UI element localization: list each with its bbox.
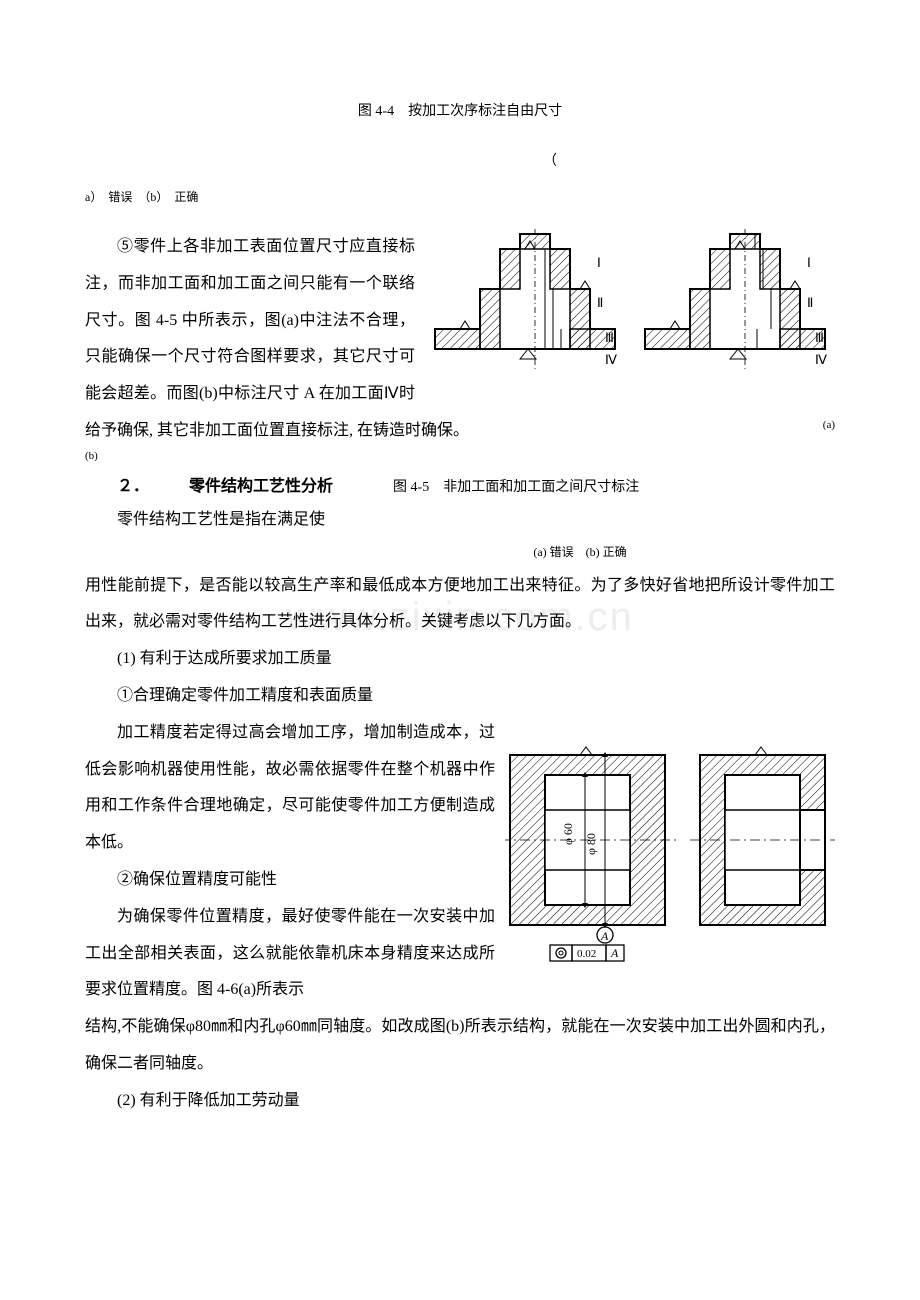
figure-4-5-labels: (a) 错误 (b) 正确 <box>85 543 835 560</box>
svg-text:Ⅰ: Ⅰ <box>807 255 811 270</box>
figure-4-5-caption: 图 4-5 非加工面和加工面之间尺寸标注 <box>393 476 639 496</box>
struct-body: 用性能前提下，是否能以较高生产率和最低成本方便地加工出来特征。为了多快好省地把所… <box>85 568 835 642</box>
svg-text:Ⅰ: Ⅰ <box>597 255 601 270</box>
struct-intro-line: 零件结构工艺性是指在满足使 <box>85 502 835 539</box>
svg-text:Ⅱ: Ⅱ <box>597 295 603 310</box>
section-2-number: ２． <box>117 472 149 496</box>
item-1-2-body-b: 结构,不能确保φ80㎜和内孔φ60㎜同轴度。如改成图(b)所表示结构，就能在一次… <box>85 1009 835 1083</box>
paragraph-5-text: ⑤零件上各非加工表面位置尺寸应直接标注，而非加工面和加工面之间只能有一个联络尺寸… <box>85 238 469 439</box>
figure-4-6: φ 60 φ 80 A 0.02 <box>505 745 835 970</box>
svg-text:φ 60: φ 60 <box>561 823 575 845</box>
svg-text:φ 80: φ 80 <box>584 833 598 855</box>
item-1: (1) 有利于达成所要求加工质量 <box>85 641 835 678</box>
label-b: (b) <box>85 450 835 462</box>
figure-4-5-svg: Ⅰ Ⅱ Ⅲ Ⅳ <box>425 229 835 387</box>
item-1-1: ①合理确定零件加工精度和表面质量 <box>85 678 835 715</box>
svg-text:0.02: 0.02 <box>577 948 596 960</box>
figure-4-4-labels: a） 错误 （b） 正确 <box>85 188 835 205</box>
label-a: (a) <box>791 413 835 438</box>
svg-text:Ⅳ: Ⅳ <box>605 352 617 367</box>
figure-4-6-svg: φ 60 φ 80 A 0.02 <box>505 745 835 965</box>
section-2-title: 零件结构工艺性分析 <box>189 472 333 496</box>
section-2-header: ２． 零件结构工艺性分析 图 4-5 非加工面和加工面之间尺寸标注 <box>85 472 835 496</box>
figure-4-4-caption: 图 4-4 按加工次序标注自由尺寸 <box>85 100 835 120</box>
svg-text:A: A <box>610 946 619 960</box>
open-paren: （ <box>85 150 835 170</box>
svg-text:A: A <box>600 929 609 943</box>
svg-text:Ⅳ: Ⅳ <box>815 352 827 367</box>
svg-text:Ⅱ: Ⅱ <box>807 295 813 310</box>
item-2: (2) 有利于降低加工劳动量 <box>85 1083 835 1120</box>
svg-text:Ⅲ: Ⅲ <box>815 330 824 345</box>
svg-text:Ⅲ: Ⅲ <box>605 330 614 345</box>
figure-4-5: Ⅰ Ⅱ Ⅲ Ⅳ <box>425 229 835 392</box>
